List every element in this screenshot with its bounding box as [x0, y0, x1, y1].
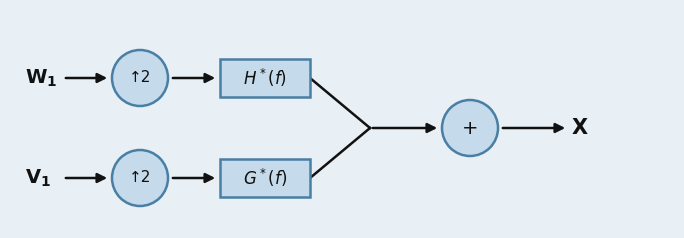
FancyBboxPatch shape [220, 159, 310, 197]
Text: $\mathbf{X}$: $\mathbf{X}$ [571, 118, 589, 138]
Text: ↑2: ↑2 [129, 170, 151, 185]
Text: +: + [462, 119, 478, 138]
Text: $G^*(f)$: $G^*(f)$ [243, 167, 287, 189]
Circle shape [112, 50, 168, 106]
Circle shape [442, 100, 498, 156]
Text: $\mathbf{V_1}$: $\mathbf{V_1}$ [25, 167, 51, 189]
Text: $\mathbf{W_1}$: $\mathbf{W_1}$ [25, 67, 57, 89]
Circle shape [112, 150, 168, 206]
FancyBboxPatch shape [220, 59, 310, 97]
Text: ↑2: ↑2 [129, 70, 151, 85]
Text: $H^*(f)$: $H^*(f)$ [243, 67, 287, 89]
